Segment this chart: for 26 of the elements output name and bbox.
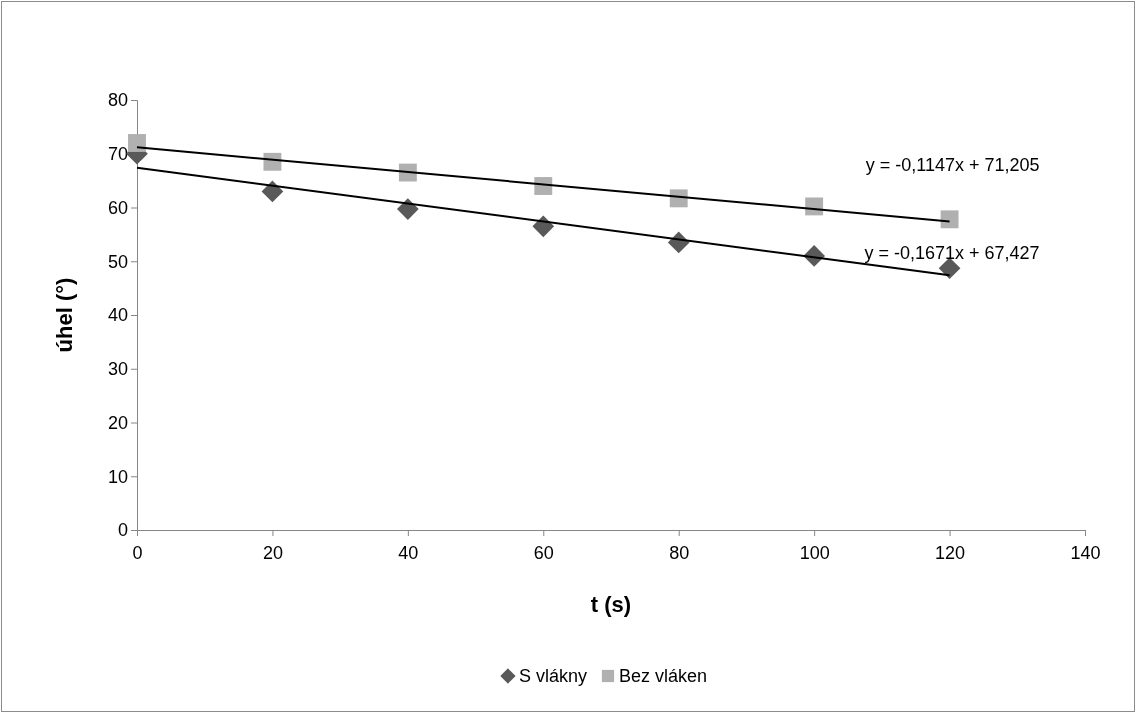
legend-label: Bez vláken <box>618 666 708 687</box>
x-tick-label: 100 <box>799 542 830 563</box>
y-tick-label: 60 <box>107 197 128 218</box>
y-tick-label: 20 <box>107 412 128 433</box>
y-axis-title: úhel (°) <box>52 277 77 353</box>
y-tick-label: 80 <box>107 90 128 111</box>
x-tick-label: 60 <box>533 542 554 563</box>
y-tick-label: 0 <box>117 520 128 541</box>
y-tick-label: 30 <box>107 359 128 380</box>
point <box>128 134 146 152</box>
x-tick-label: 80 <box>669 542 690 563</box>
annotation: y = -0,1671x + 67,427 <box>864 243 1040 264</box>
annotation: y = -0,1147x + 71,205 <box>865 155 1040 176</box>
x-tick-label: 40 <box>398 542 419 563</box>
x-axis-title: t (s) <box>590 592 632 617</box>
x-tick-label: 20 <box>262 542 283 563</box>
y-tick-label: 10 <box>107 466 128 487</box>
legend-label: S vlákny <box>518 666 587 687</box>
x-tick-label: 0 <box>132 542 143 563</box>
x-tick-label: 120 <box>935 542 966 563</box>
x-tick-label: 140 <box>1070 542 1101 563</box>
point <box>261 180 284 203</box>
point <box>940 210 959 229</box>
y-tick-label: 40 <box>107 305 128 326</box>
y-tick-label: 70 <box>107 144 128 165</box>
y-tick-label: 50 <box>107 251 128 272</box>
